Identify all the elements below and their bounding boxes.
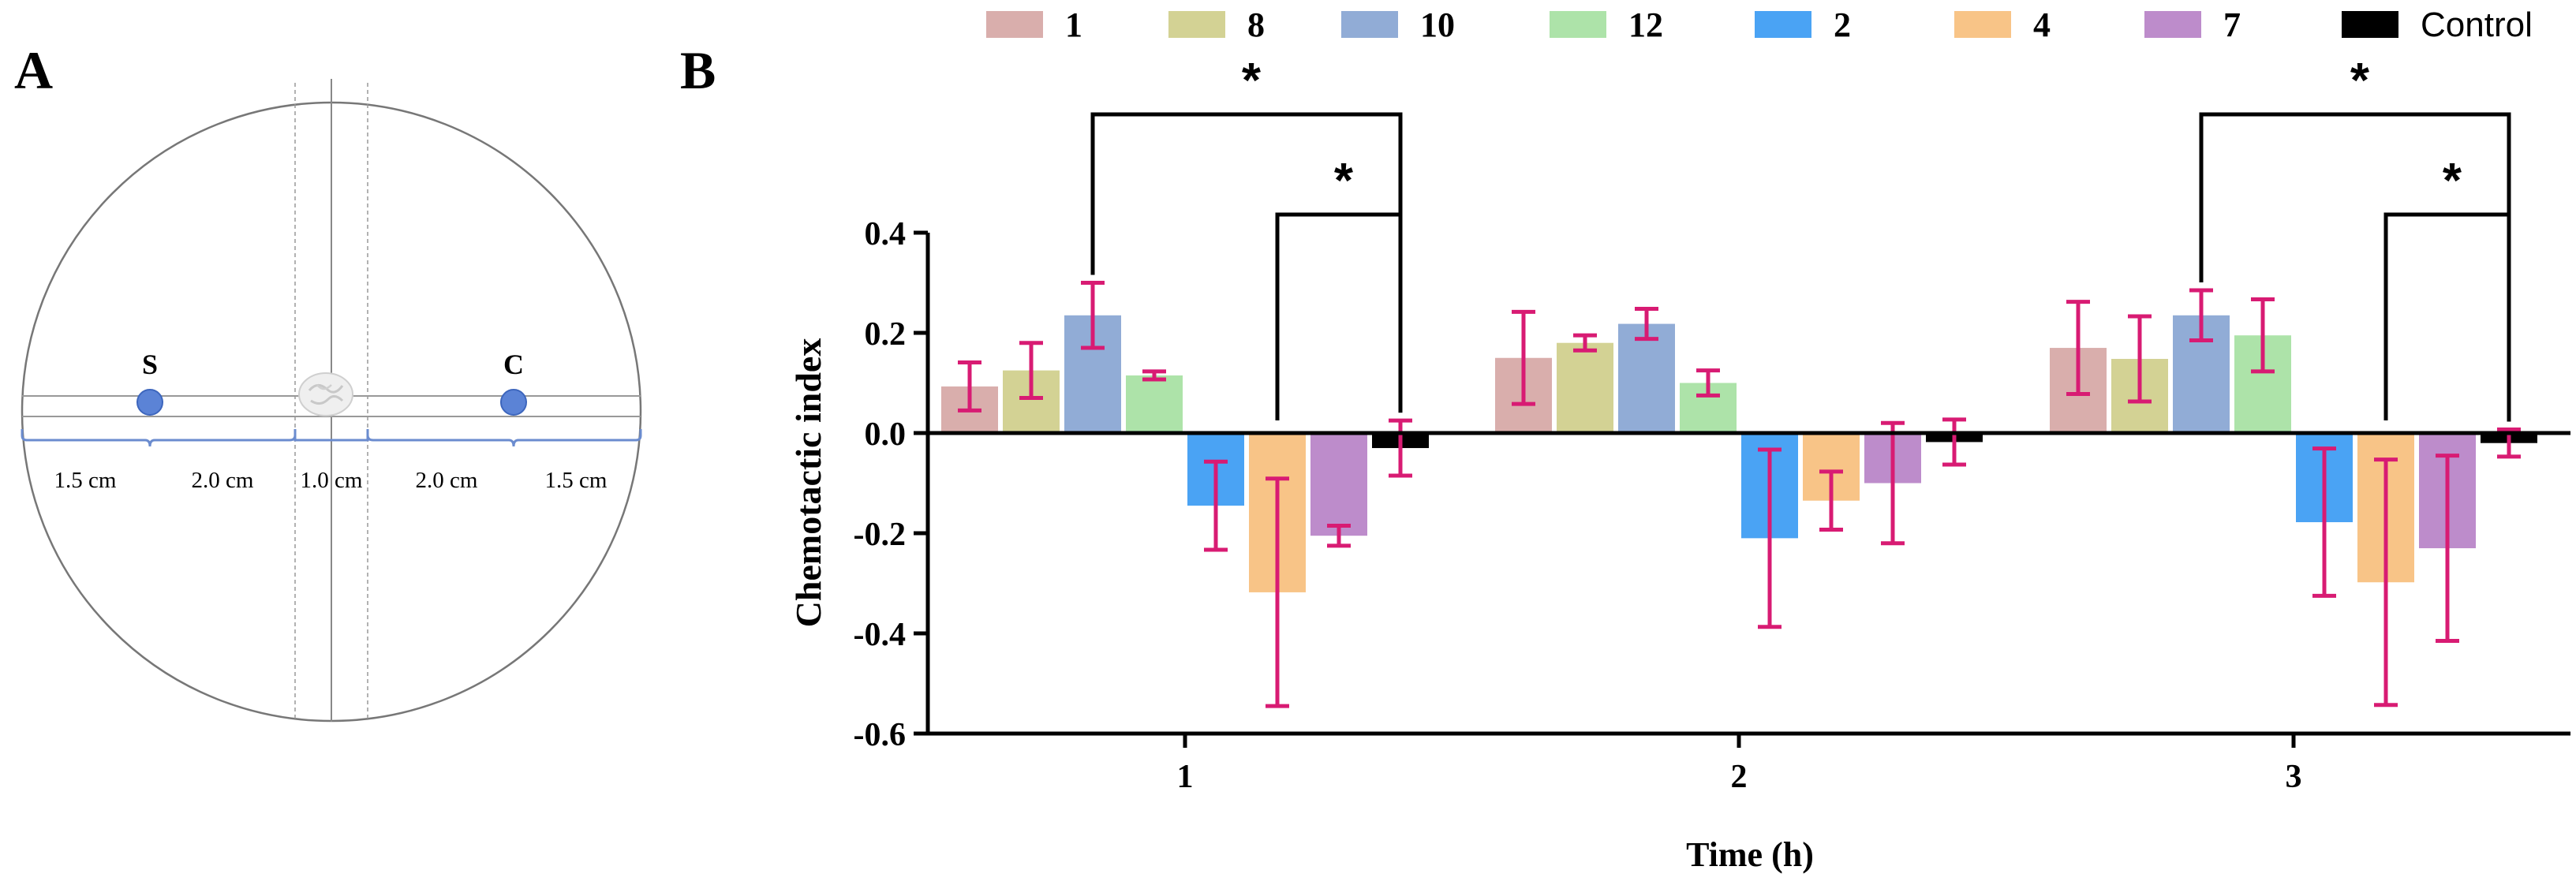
measurement-brace bbox=[21, 429, 642, 447]
significance-bracket bbox=[1275, 212, 1403, 420]
error-bar-series-2-time-3 bbox=[2312, 446, 2336, 598]
x-tick-label: 1 bbox=[1177, 759, 1194, 795]
error-bar-series-control-time-2 bbox=[1942, 417, 1966, 467]
bar-chart: 0.4 0.2 0.0 -0.2 -0.4 -0.6 1 2 3 Time (h) Chemotac… bbox=[788, 54, 2570, 874]
significance-asterisk: * bbox=[2350, 54, 2370, 108]
error-bar-series-1-time-2 bbox=[1512, 309, 1535, 406]
error-bar-series-8-time-1 bbox=[1019, 341, 1043, 401]
significance-asterisk: * bbox=[1334, 154, 1354, 208]
error-bar-series-4-time-1 bbox=[1266, 476, 1289, 708]
error-bar-series-10-time-1 bbox=[1081, 281, 1105, 350]
significance-bracket bbox=[2383, 212, 2511, 422]
control-point-label: C bbox=[503, 349, 524, 380]
significance-asterisk: * bbox=[2443, 154, 2462, 208]
error-bar-series-10-time-3 bbox=[2189, 288, 2213, 343]
legend-label-7: 7 bbox=[2223, 6, 2241, 44]
legend-swatch-2 bbox=[1755, 11, 1811, 38]
panel-a-dish-diagram: A S C 1.5 cm 2.0 cm 1.0 cm 2.0 cm bbox=[14, 40, 642, 723]
significance-bracket-line bbox=[1275, 212, 1403, 420]
error-bar-series-1-time-1 bbox=[958, 360, 981, 413]
legend-swatch-4 bbox=[1954, 11, 2011, 38]
panel-a-label: A bbox=[14, 40, 53, 100]
legend-label-1: 1 bbox=[1065, 6, 1082, 44]
legend-swatch-8 bbox=[1168, 11, 1225, 38]
error-bar-series-1-time-3 bbox=[2066, 300, 2090, 396]
legend-label-8: 8 bbox=[1247, 6, 1265, 44]
distance-label: 2.0 cm bbox=[416, 468, 478, 493]
error-bar-series-4-time-2 bbox=[1819, 469, 1843, 532]
error-bar-series-10-time-2 bbox=[1635, 307, 1658, 342]
legend-label-4: 4 bbox=[2033, 6, 2051, 44]
y-tick-label: 0.0 bbox=[865, 416, 907, 453]
error-bar-series-control-time-1 bbox=[1389, 418, 1412, 478]
legend-label-12: 12 bbox=[1628, 6, 1663, 44]
y-tick-label: -0.4 bbox=[854, 617, 907, 653]
control-point bbox=[500, 389, 527, 416]
x-axis-title: Time (h) bbox=[1686, 835, 1814, 874]
panel-b-label: B bbox=[680, 40, 716, 100]
legend-swatch-12 bbox=[1550, 11, 1606, 38]
significance-asterisk: * bbox=[1242, 54, 1262, 108]
x-tick-label: 3 bbox=[2286, 759, 2302, 795]
center-worm-pellet bbox=[298, 372, 353, 416]
legend-swatch-7 bbox=[2144, 11, 2201, 38]
distance-label: 1.5 cm bbox=[54, 468, 117, 493]
significance-bracket-line bbox=[2383, 212, 2511, 422]
legend-label-control: Control bbox=[2421, 6, 2533, 44]
error-bar-series-7-time-3 bbox=[2436, 454, 2459, 644]
sample-point-label: S bbox=[142, 349, 158, 380]
bar-series-12-time-1 bbox=[1126, 375, 1183, 433]
error-bar-series-12-time-2 bbox=[1696, 368, 1720, 398]
error-bar-series-2-time-1 bbox=[1204, 459, 1228, 552]
significance-bracket bbox=[1090, 112, 1403, 413]
bar-series-8-time-2 bbox=[1557, 342, 1613, 433]
bar-series-7-time-1 bbox=[1310, 433, 1367, 536]
legend-swatch-10 bbox=[1341, 11, 1398, 38]
sample-point bbox=[136, 389, 163, 416]
error-bar-series-7-time-1 bbox=[1327, 523, 1351, 548]
bar-series-10-time-2 bbox=[1618, 323, 1675, 433]
error-bar-series-4-time-3 bbox=[2374, 457, 2398, 708]
legend-label-10: 10 bbox=[1420, 6, 1455, 44]
x-tick-label: 2 bbox=[1731, 759, 1748, 795]
error-bar-series-2-time-2 bbox=[1758, 447, 1782, 629]
error-bar-series-7-time-2 bbox=[1881, 420, 1905, 546]
error-bar-series-8-time-2 bbox=[1573, 333, 1597, 353]
chart-legend: 1 8 10 12 2 4 7 Control bbox=[986, 6, 2533, 44]
distance-label: 1.5 cm bbox=[545, 468, 608, 493]
distance-label: 2.0 cm bbox=[192, 468, 254, 493]
error-bar-series-12-time-3 bbox=[2251, 297, 2275, 374]
legend-swatch-1 bbox=[986, 11, 1043, 38]
error-bar-series-12-time-1 bbox=[1142, 369, 1166, 382]
y-tick-label: 0.4 bbox=[865, 216, 907, 252]
significance-bracket-line bbox=[1090, 112, 1403, 413]
distance-label: 1.0 cm bbox=[301, 468, 363, 493]
error-bar-series-8-time-3 bbox=[2128, 314, 2152, 404]
y-tick-label: 0.2 bbox=[865, 316, 907, 353]
y-axis-title: Chemotactic index bbox=[788, 338, 828, 628]
y-tick-label: -0.6 bbox=[854, 717, 907, 753]
y-tick-label: -0.2 bbox=[854, 517, 907, 553]
legend-swatch-control bbox=[2342, 11, 2398, 38]
legend-label-2: 2 bbox=[1834, 6, 1851, 44]
